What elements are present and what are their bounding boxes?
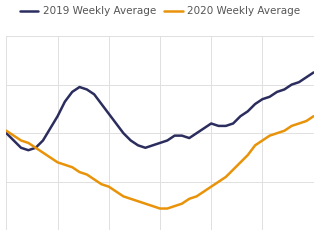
2020 Weekly Average bbox=[48, 156, 52, 159]
2020 Weekly Average bbox=[253, 144, 257, 147]
2019 Weekly Average bbox=[173, 134, 177, 137]
Line: 2019 Weekly Average: 2019 Weekly Average bbox=[6, 72, 314, 150]
2019 Weekly Average bbox=[224, 125, 228, 127]
2020 Weekly Average bbox=[78, 171, 82, 174]
2019 Weekly Average bbox=[100, 103, 103, 106]
2019 Weekly Average bbox=[19, 146, 23, 149]
2019 Weekly Average bbox=[195, 132, 198, 135]
2019 Weekly Average bbox=[92, 93, 96, 96]
2020 Weekly Average bbox=[297, 122, 301, 125]
2020 Weekly Average bbox=[260, 139, 264, 142]
2020 Weekly Average bbox=[70, 166, 74, 169]
2020 Weekly Average bbox=[173, 205, 177, 208]
2020 Weekly Average bbox=[4, 129, 8, 132]
2019 Weekly Average bbox=[122, 132, 125, 135]
2019 Weekly Average bbox=[260, 98, 264, 101]
2020 Weekly Average bbox=[209, 185, 213, 188]
2019 Weekly Average bbox=[180, 134, 184, 137]
2020 Weekly Average bbox=[19, 139, 23, 142]
2019 Weekly Average bbox=[231, 122, 235, 125]
2019 Weekly Average bbox=[78, 86, 82, 89]
2019 Weekly Average bbox=[217, 125, 220, 127]
2019 Weekly Average bbox=[238, 115, 242, 118]
2020 Weekly Average bbox=[290, 125, 293, 127]
2020 Weekly Average bbox=[92, 178, 96, 181]
2020 Weekly Average bbox=[238, 161, 242, 164]
2020 Weekly Average bbox=[246, 154, 250, 156]
2019 Weekly Average bbox=[202, 127, 206, 130]
2020 Weekly Average bbox=[122, 195, 125, 198]
2019 Weekly Average bbox=[187, 137, 191, 139]
2020 Weekly Average bbox=[12, 134, 16, 137]
2019 Weekly Average bbox=[253, 103, 257, 106]
2020 Weekly Average bbox=[312, 115, 316, 118]
2019 Weekly Average bbox=[129, 139, 133, 142]
2019 Weekly Average bbox=[209, 122, 213, 125]
Legend: 2019 Weekly Average, 2020 Weekly Average: 2019 Weekly Average, 2020 Weekly Average bbox=[20, 6, 300, 16]
2020 Weekly Average bbox=[158, 207, 162, 210]
2019 Weekly Average bbox=[4, 132, 8, 135]
2019 Weekly Average bbox=[107, 112, 111, 115]
2019 Weekly Average bbox=[304, 76, 308, 79]
2020 Weekly Average bbox=[224, 175, 228, 178]
2020 Weekly Average bbox=[202, 190, 206, 193]
2020 Weekly Average bbox=[41, 151, 45, 154]
2020 Weekly Average bbox=[100, 183, 103, 186]
2019 Weekly Average bbox=[283, 88, 286, 91]
2019 Weekly Average bbox=[136, 144, 140, 147]
2020 Weekly Average bbox=[231, 168, 235, 171]
2019 Weekly Average bbox=[41, 139, 45, 142]
2019 Weekly Average bbox=[85, 88, 89, 91]
2019 Weekly Average bbox=[143, 146, 147, 149]
Line: 2020 Weekly Average: 2020 Weekly Average bbox=[6, 116, 314, 209]
2020 Weekly Average bbox=[85, 173, 89, 176]
2019 Weekly Average bbox=[63, 100, 67, 103]
2020 Weekly Average bbox=[304, 120, 308, 122]
2019 Weekly Average bbox=[165, 139, 169, 142]
2020 Weekly Average bbox=[268, 134, 272, 137]
2019 Weekly Average bbox=[27, 149, 30, 152]
2020 Weekly Average bbox=[195, 195, 198, 198]
2019 Weekly Average bbox=[34, 146, 37, 149]
2020 Weekly Average bbox=[34, 146, 37, 149]
2020 Weekly Average bbox=[136, 200, 140, 203]
2020 Weekly Average bbox=[56, 161, 60, 164]
2019 Weekly Average bbox=[312, 71, 316, 74]
2020 Weekly Average bbox=[180, 202, 184, 205]
2020 Weekly Average bbox=[27, 141, 30, 144]
2020 Weekly Average bbox=[129, 197, 133, 200]
2019 Weekly Average bbox=[290, 83, 293, 86]
2019 Weekly Average bbox=[70, 90, 74, 93]
2019 Weekly Average bbox=[12, 139, 16, 142]
2020 Weekly Average bbox=[187, 197, 191, 200]
2020 Weekly Average bbox=[63, 163, 67, 166]
2020 Weekly Average bbox=[165, 207, 169, 210]
2019 Weekly Average bbox=[158, 141, 162, 144]
2019 Weekly Average bbox=[268, 95, 272, 98]
2019 Weekly Average bbox=[246, 110, 250, 113]
2019 Weekly Average bbox=[56, 115, 60, 118]
2019 Weekly Average bbox=[297, 81, 301, 84]
2019 Weekly Average bbox=[151, 144, 155, 147]
2019 Weekly Average bbox=[114, 122, 118, 125]
2020 Weekly Average bbox=[151, 205, 155, 208]
2019 Weekly Average bbox=[48, 127, 52, 130]
2019 Weekly Average bbox=[275, 90, 279, 93]
2020 Weekly Average bbox=[275, 132, 279, 135]
2020 Weekly Average bbox=[283, 129, 286, 132]
2020 Weekly Average bbox=[114, 190, 118, 193]
2020 Weekly Average bbox=[143, 202, 147, 205]
2020 Weekly Average bbox=[217, 180, 220, 183]
2020 Weekly Average bbox=[107, 185, 111, 188]
